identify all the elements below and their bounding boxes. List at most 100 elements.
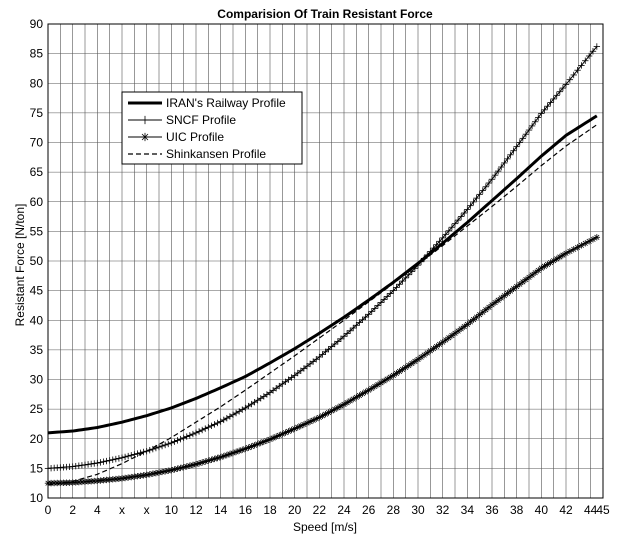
data-point — [180, 463, 187, 471]
series-line-shinkansen-profile — [47, 124, 598, 486]
data-point — [589, 48, 597, 55]
data-point — [223, 414, 231, 422]
data-point — [504, 155, 511, 163]
data-point — [387, 290, 394, 297]
data-point — [177, 435, 184, 443]
data-point — [103, 457, 110, 465]
data-point — [380, 296, 388, 303]
data-point — [208, 456, 215, 463]
y-tick-label: 90 — [30, 17, 44, 31]
y-axis: 10 15 20 25 30 35 40 45 50 55 60 65 70 75 80 85 90 — [30, 17, 44, 505]
data-point — [550, 95, 557, 103]
data-point — [134, 450, 141, 457]
data-point — [402, 364, 409, 371]
data-point — [570, 246, 577, 253]
data-point — [97, 459, 104, 466]
data-point — [356, 319, 363, 326]
series-line-iran-s-railway-profile — [47, 114, 598, 435]
data-point — [177, 464, 184, 472]
data-point — [131, 451, 138, 458]
x-tick-label: 44 — [584, 503, 598, 517]
data-point — [562, 250, 570, 257]
data-point — [562, 81, 570, 88]
data-point — [510, 147, 517, 154]
data-point — [158, 442, 166, 450]
x-tick-label: 24 — [337, 503, 351, 517]
x-tick-label: 14 — [214, 503, 228, 517]
data-point — [417, 258, 425, 265]
y-tick-label: 10 — [30, 491, 44, 505]
data-point — [430, 345, 437, 352]
data-point — [399, 277, 406, 285]
y-axis-label: Resistant Force [N/ton] — [13, 204, 27, 327]
data-point — [340, 333, 348, 340]
data-point — [519, 278, 527, 286]
data-point — [501, 159, 508, 167]
data-point — [331, 340, 338, 348]
data-point — [115, 455, 123, 462]
data-point — [208, 422, 215, 429]
data-point — [365, 311, 372, 318]
data-point — [525, 126, 533, 134]
legend-label-iran-s-railway-profile: IRAN's Railway Profile — [166, 96, 286, 110]
x-tick-label: 32 — [436, 503, 450, 517]
data-point — [72, 462, 79, 470]
x-tick-label: 45 — [596, 503, 610, 517]
series-markers-uic-profile — [44, 234, 601, 487]
y-tick-label: 15 — [30, 461, 44, 475]
data-point — [328, 343, 335, 350]
data-point — [168, 439, 175, 447]
data-point — [461, 209, 468, 217]
data-point — [171, 438, 178, 445]
data-point — [390, 287, 397, 294]
data-point — [350, 324, 357, 332]
data-point — [585, 238, 593, 245]
x-tick-label: 40 — [535, 503, 549, 517]
data-point — [374, 302, 382, 309]
x-axis-label: Speed [m/s] — [293, 520, 357, 534]
data-point — [504, 290, 511, 297]
data-point — [183, 433, 190, 440]
data-point — [368, 308, 375, 315]
x-tick-label: 0 — [45, 503, 52, 517]
data-point — [202, 425, 209, 432]
data-point — [535, 114, 542, 121]
data-point — [516, 139, 523, 146]
data-point — [578, 62, 585, 69]
data-point — [538, 110, 545, 117]
data-point — [451, 220, 459, 227]
data-point — [180, 434, 187, 442]
data-point — [556, 88, 564, 95]
data-point — [340, 401, 348, 408]
data-point — [488, 301, 496, 309]
y-tick-label: 55 — [30, 224, 44, 238]
data-point — [485, 179, 493, 187]
data-point — [574, 67, 581, 74]
legend-label-sncf-profile: SNCF Profile — [166, 113, 236, 127]
x-tick-label: 18 — [263, 503, 277, 517]
data-point — [121, 453, 129, 461]
data-point — [124, 452, 132, 460]
data-point — [454, 216, 462, 224]
data-point — [433, 241, 440, 248]
data-point — [479, 187, 486, 194]
data-point — [94, 459, 101, 467]
y-tick-label: 75 — [30, 106, 44, 120]
data-point — [470, 316, 477, 323]
data-point — [226, 413, 234, 420]
data-point — [192, 429, 200, 437]
x-tick-label: 28 — [387, 503, 401, 517]
data-point — [235, 408, 243, 415]
data-point — [585, 52, 593, 60]
x-tick-label: 12 — [189, 503, 203, 517]
data-point — [582, 57, 589, 64]
data-point — [346, 327, 354, 334]
data-point — [531, 118, 539, 125]
data-point — [448, 224, 456, 231]
data-point — [140, 448, 147, 456]
data-point — [359, 316, 366, 324]
data-point — [541, 106, 548, 114]
y-tick-label: 25 — [30, 402, 44, 416]
data-point — [488, 176, 496, 183]
data-point — [476, 191, 483, 198]
